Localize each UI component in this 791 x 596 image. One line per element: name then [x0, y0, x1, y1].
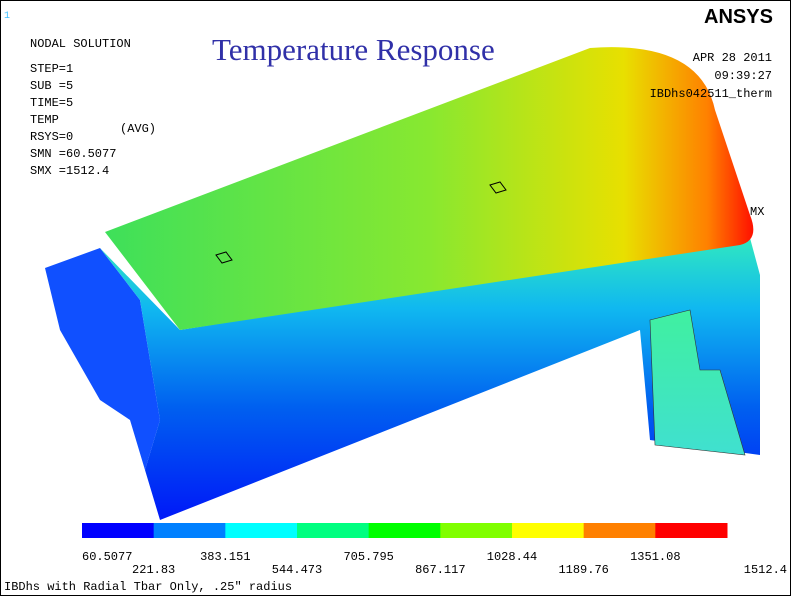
avg-label: (AVG): [120, 122, 156, 136]
window-number: 1: [4, 11, 10, 22]
legend-label: 383.151: [200, 550, 250, 564]
legend-label: 60.5077: [82, 550, 132, 564]
legend-label: 1512.4: [744, 563, 787, 577]
legend-swatch: [512, 523, 584, 538]
info-line: TEMP: [30, 113, 59, 127]
date: APR 28 2011: [693, 51, 772, 65]
logo: ANSYS: [704, 6, 773, 28]
info-line: SMN =60.5077: [30, 147, 116, 161]
legend-swatch: [369, 523, 441, 538]
legend-label: 705.795: [343, 550, 393, 564]
legend-swatch: [584, 523, 656, 538]
info-line: NODAL SOLUTION: [30, 37, 131, 51]
legend-swatch: [154, 523, 226, 538]
legend-swatch: [440, 523, 512, 538]
info-line: RSYS=0: [30, 130, 73, 144]
legend-label: 1351.08: [630, 550, 680, 564]
info-line: SMX =1512.4: [30, 164, 109, 178]
info-line: TIME=5: [30, 96, 73, 110]
legend-label: 1028.44: [487, 550, 537, 564]
title: Temperature Response: [212, 32, 495, 67]
info-line: SUB =5: [30, 79, 73, 93]
legend-label: 1189.76: [558, 563, 608, 577]
legend-swatch: [82, 523, 154, 538]
time: 09:39:27: [714, 69, 772, 83]
jobname: IBDhs042511_therm: [650, 87, 772, 101]
max-marker: MX: [750, 205, 764, 219]
legend-swatch: [655, 523, 727, 538]
legend-swatch: [297, 523, 369, 538]
screen: 1 NODAL SOLUTION STEP=1 SUB =5 TIME=5 TEMP RS…: [0, 0, 791, 596]
legend-label: 221.83: [132, 563, 175, 577]
footer: IBDhs with Radial Tbar Only, .25" radius: [4, 580, 292, 594]
legend-swatch: [225, 523, 297, 538]
legend-label: 867.117: [415, 563, 465, 577]
info-line: STEP=1: [30, 62, 73, 76]
legend-label: 544.473: [272, 563, 322, 577]
